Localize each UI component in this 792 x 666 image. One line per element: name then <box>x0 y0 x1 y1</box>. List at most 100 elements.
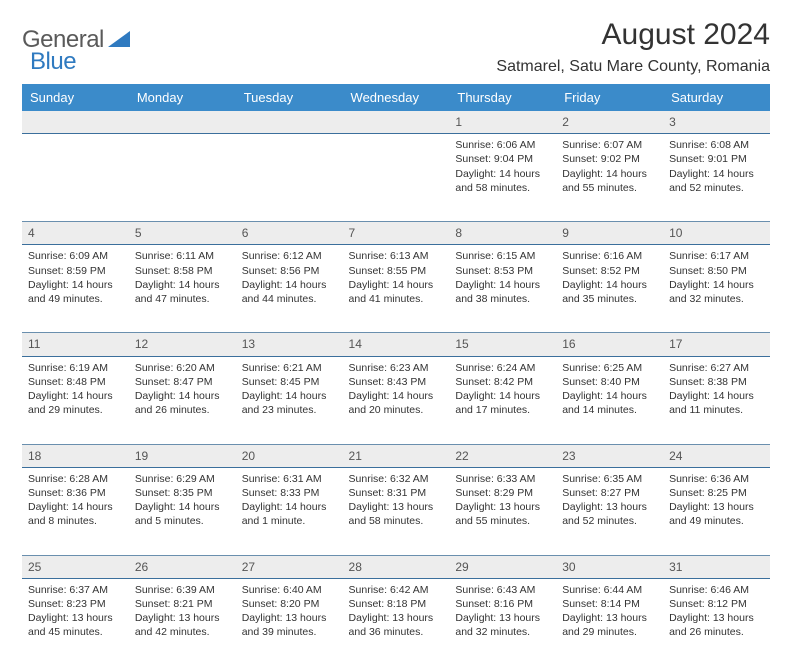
week-row: Sunrise: 6:06 AMSunset: 9:04 PMDaylight:… <box>22 134 770 222</box>
sunrise-line: Sunrise: 6:36 AM <box>669 472 764 486</box>
day-cell: Sunrise: 6:40 AMSunset: 8:20 PMDaylight:… <box>236 578 343 666</box>
week-row: Sunrise: 6:37 AMSunset: 8:23 PMDaylight:… <box>22 578 770 666</box>
page: General August 2024 Satmarel, Satu Mare … <box>0 0 792 612</box>
day1-line: Daylight: 14 hours <box>28 389 123 403</box>
sunset-line: Sunset: 8:21 PM <box>135 597 230 611</box>
sunset-line: Sunset: 8:12 PM <box>669 597 764 611</box>
day-number: 31 <box>663 555 770 578</box>
sunrise-line: Sunrise: 6:44 AM <box>562 583 657 597</box>
calendar-table: Sunday Monday Tuesday Wednesday Thursday… <box>22 84 770 666</box>
sunset-line: Sunset: 8:58 PM <box>135 264 230 278</box>
brand-name-b-wrap: Blue <box>30 48 76 76</box>
day1-line: Daylight: 14 hours <box>349 278 444 292</box>
sunset-line: Sunset: 8:35 PM <box>135 486 230 500</box>
day-number: 24 <box>663 444 770 467</box>
day1-line: Daylight: 13 hours <box>349 611 444 625</box>
day1-line: Daylight: 13 hours <box>669 500 764 514</box>
day1-line: Daylight: 14 hours <box>28 278 123 292</box>
day-number: 1 <box>449 111 556 134</box>
title-block: August 2024 Satmarel, Satu Mare County, … <box>496 18 770 76</box>
day-cell: Sunrise: 6:27 AMSunset: 8:38 PMDaylight:… <box>663 356 770 444</box>
day-cell: Sunrise: 6:24 AMSunset: 8:42 PMDaylight:… <box>449 356 556 444</box>
weekday-header: Tuesday <box>236 84 343 111</box>
week-row: Sunrise: 6:28 AMSunset: 8:36 PM Daylight:… <box>22 467 770 555</box>
weekday-header: Friday <box>556 84 663 111</box>
day-cell: Sunrise: 6:21 AMSunset: 8:45 PMDaylight:… <box>236 356 343 444</box>
sunrise-line: Sunrise: 6:06 AM <box>455 138 550 152</box>
day2-line: and 47 minutes. <box>135 292 230 306</box>
day-cell: Sunrise: 6:36 AMSunset: 8:25 PMDaylight:… <box>663 467 770 555</box>
sunset-line: Sunset: 8:16 PM <box>455 597 550 611</box>
day-number: 10 <box>663 222 770 245</box>
day2-line: and 39 minutes. <box>242 625 337 639</box>
day-number: 4 <box>22 222 129 245</box>
day2-line: and 55 minutes. <box>562 181 657 195</box>
day1-line: Daylight: 14 hours <box>242 278 337 292</box>
weekday-header: Sunday <box>22 84 129 111</box>
day-number: 6 <box>236 222 343 245</box>
day-number: 7 <box>343 222 450 245</box>
brand-name-b: Blue <box>30 48 76 75</box>
day1-line: Daylight: 13 hours <box>242 611 337 625</box>
day2-line: and 29 minutes. <box>562 625 657 639</box>
day2-line: and 58 minutes. <box>455 181 550 195</box>
day-number: 15 <box>449 333 556 356</box>
sunrise-line: Sunrise: 6:32 AM <box>349 472 444 486</box>
sunrise-line: Sunrise: 6:42 AM <box>349 583 444 597</box>
day-cell: Sunrise: 6:28 AMSunset: 8:36 PMDaylight:… <box>22 467 129 555</box>
sunset-line: Sunset: 8:50 PM <box>669 264 764 278</box>
sunset-line: Sunset: 8:25 PM <box>669 486 764 500</box>
day1-line: Daylight: 14 hours <box>669 389 764 403</box>
sunrise-line: Sunrise: 6:46 AM <box>669 583 764 597</box>
sunrise-line: Sunrise: 6:37 AM <box>28 583 123 597</box>
day-cell: Sunrise: 6:35 AMSunset: 8:27 PMDaylight:… <box>556 467 663 555</box>
day-number: 25 <box>22 555 129 578</box>
day1-line: Daylight: 13 hours <box>349 500 444 514</box>
month-title: August 2024 <box>496 18 770 52</box>
header: General August 2024 Satmarel, Satu Mare … <box>22 18 770 76</box>
sunrise-line: Sunrise: 6:15 AM <box>455 249 550 263</box>
day1-line: Daylight: 14 hours <box>242 500 337 514</box>
weekday-header: Wednesday <box>343 84 450 111</box>
day-cell: Sunrise: 6:13 AMSunset: 8:55 PMDaylight:… <box>343 245 450 333</box>
day-cell: Sunrise: 6:16 AMSunset: 8:52 PMDaylight:… <box>556 245 663 333</box>
sunrise-line: Sunrise: 6:35 AM <box>562 472 657 486</box>
day2-line: and 29 minutes. <box>28 403 123 417</box>
day-cell: Sunrise: 6:09 AMSunset: 8:59 PMDaylight:… <box>22 245 129 333</box>
day2-line: and 14 minutes. <box>562 403 657 417</box>
day-cell <box>343 134 450 222</box>
day2-line: and 11 minutes. <box>669 403 764 417</box>
day-number: 20 <box>236 444 343 467</box>
sunrise-line: Sunrise: 6:09 AM <box>28 249 123 263</box>
sunset-line: Sunset: 9:02 PM <box>562 152 657 166</box>
weekday-header: Saturday <box>663 84 770 111</box>
sunrise-line: Sunrise: 6:07 AM <box>562 138 657 152</box>
sunrise-line: Sunrise: 6:25 AM <box>562 361 657 375</box>
weekday-header: Thursday <box>449 84 556 111</box>
day1-line: Daylight: 14 hours <box>349 389 444 403</box>
day-number: 30 <box>556 555 663 578</box>
day1-line: Daylight: 14 hours <box>455 167 550 181</box>
day-cell: Sunrise: 6:29 AMSunset: 8:35 PMDaylight:… <box>129 467 236 555</box>
day-number <box>129 111 236 134</box>
sunset-line: Sunset: 8:36 PM <box>28 486 123 500</box>
day-number-row: 123 <box>22 111 770 134</box>
day-cell: Sunrise: 6:44 AMSunset: 8:14 PMDaylight:… <box>556 578 663 666</box>
day-cell: Sunrise: 6:07 AMSunset: 9:02 PMDaylight:… <box>556 134 663 222</box>
sunrise-line: Sunrise: 6:28 AM <box>28 472 123 486</box>
day2-line: and 5 minutes. <box>135 514 230 528</box>
sunset-line: Sunset: 8:45 PM <box>242 375 337 389</box>
day1-line: Daylight: 14 hours <box>562 278 657 292</box>
day-number: 29 <box>449 555 556 578</box>
day1-line: Daylight: 14 hours <box>135 278 230 292</box>
sunset-line: Sunset: 9:04 PM <box>455 152 550 166</box>
day2-line: and 52 minutes. <box>562 514 657 528</box>
day1-line: Daylight: 14 hours <box>455 389 550 403</box>
sunset-line: Sunset: 8:53 PM <box>455 264 550 278</box>
day2-line: and 52 minutes. <box>669 181 764 195</box>
day-cell: Sunrise: 6:15 AMSunset: 8:53 PMDaylight:… <box>449 245 556 333</box>
sunrise-line: Sunrise: 6:21 AM <box>242 361 337 375</box>
day-cell: Sunrise: 6:23 AMSunset: 8:43 PMDaylight:… <box>343 356 450 444</box>
location: Satmarel, Satu Mare County, Romania <box>496 58 770 76</box>
day-number: 23 <box>556 444 663 467</box>
